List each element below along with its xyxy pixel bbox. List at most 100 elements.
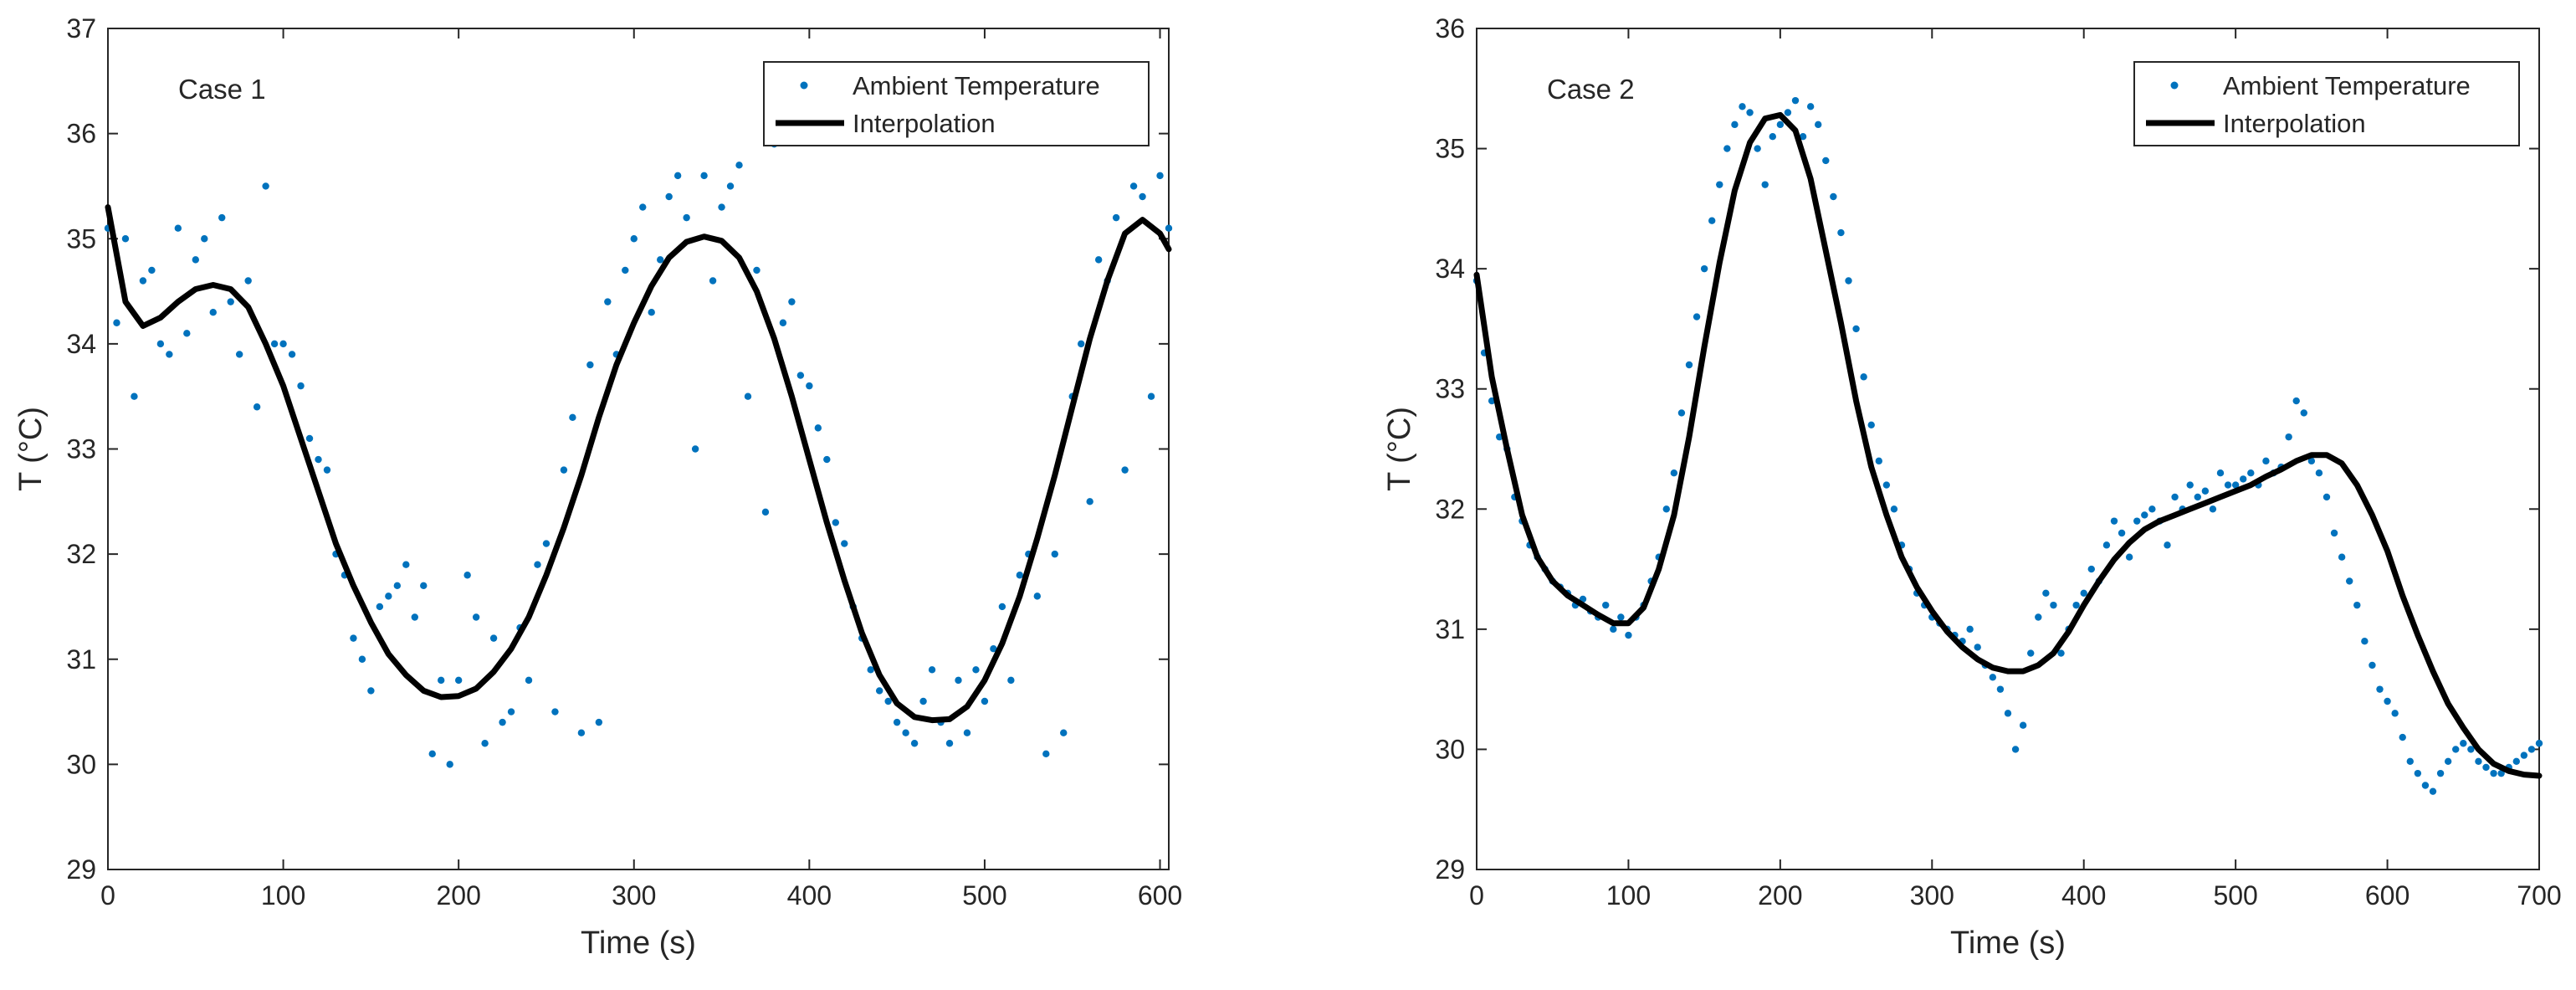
data-point <box>639 203 647 211</box>
x-tick-label: 400 <box>2061 880 2106 910</box>
data-point <box>1700 264 1708 273</box>
y-tick-label: 33 <box>66 434 96 464</box>
data-point <box>1007 676 1015 685</box>
plot-area <box>1476 28 2540 870</box>
data-point <box>1852 325 1860 333</box>
plot-area <box>107 28 1170 870</box>
data-point <box>884 697 892 705</box>
data-point <box>288 351 296 358</box>
data-point <box>761 508 770 516</box>
x-tick-label: 200 <box>1758 880 1802 910</box>
data-point <box>1112 213 1120 222</box>
data-point <box>1769 133 1776 141</box>
data-point <box>1662 505 1670 513</box>
data-point <box>955 676 962 685</box>
data-point <box>1708 217 1716 224</box>
data-point <box>2011 746 2020 753</box>
data-point <box>121 235 130 243</box>
data-point <box>832 519 839 526</box>
y-tick-label: 34 <box>1435 254 1465 284</box>
y-tick-label: 36 <box>66 119 96 149</box>
data-point <box>1806 103 1815 110</box>
data-point <box>1094 256 1103 264</box>
legend: Ambient Temperature Interpolation <box>763 61 1150 146</box>
data-point <box>534 561 541 568</box>
data-point <box>1875 457 1882 465</box>
legend-label-interpolation: Interpolation <box>853 109 996 138</box>
data-point <box>1016 572 1024 579</box>
data-point <box>2307 457 2316 465</box>
data-point <box>1693 313 1701 321</box>
data-point <box>454 676 463 685</box>
data-point <box>2346 577 2353 585</box>
data-point <box>2080 589 2087 597</box>
data-point <box>586 361 594 369</box>
data-point <box>244 277 252 285</box>
data-point <box>2414 769 2422 777</box>
y-tick-label: 30 <box>1435 734 1465 764</box>
data-point <box>919 697 927 705</box>
data-point <box>823 455 831 464</box>
x-axis-title: Time (s) <box>581 926 696 961</box>
data-point <box>2019 721 2027 729</box>
data-point <box>1060 729 1068 736</box>
data-point <box>604 298 612 305</box>
data-point <box>1147 392 1155 400</box>
data-point <box>2391 710 2399 717</box>
data-point <box>2322 493 2331 501</box>
x-tick-label: 700 <box>2517 880 2561 910</box>
data-point <box>2148 505 2156 513</box>
data-point <box>1610 625 1617 633</box>
data-point <box>2035 613 2042 621</box>
data-point <box>814 424 822 432</box>
data-point <box>1121 466 1129 474</box>
data-point <box>2421 782 2430 789</box>
data-point <box>183 330 191 337</box>
data-point <box>2482 763 2490 772</box>
data-point <box>2171 493 2179 501</box>
data-point <box>2164 541 2171 549</box>
data-point <box>2201 487 2210 495</box>
x-tick-label: 300 <box>612 880 656 910</box>
legend-label-interpolation: Interpolation <box>2223 109 2366 138</box>
data-point <box>385 592 392 600</box>
data-point <box>367 687 375 695</box>
data-point <box>788 298 796 305</box>
data-point <box>481 740 489 747</box>
data-point <box>315 455 322 464</box>
x-tick-label: 600 <box>1138 880 1182 910</box>
data-point <box>595 718 603 726</box>
data-point <box>209 308 217 316</box>
y-tick-label: 35 <box>1435 134 1465 164</box>
y-tick-label: 31 <box>66 644 96 675</box>
data-point <box>2527 746 2536 753</box>
data-point <box>227 298 234 305</box>
y-tick-label: 32 <box>66 539 96 569</box>
case-label: Case 2 <box>1547 74 1635 105</box>
data-point <box>411 613 418 621</box>
data-point <box>489 634 498 642</box>
data-point <box>472 613 480 621</box>
data-point <box>928 666 936 674</box>
data-point <box>2497 769 2505 777</box>
data-point <box>2216 469 2225 477</box>
data-point <box>806 382 813 390</box>
data-point <box>2050 601 2057 609</box>
data-point <box>235 351 243 358</box>
data-point <box>945 740 954 747</box>
data-point <box>1042 750 1050 758</box>
data-point <box>2300 409 2307 417</box>
data-point <box>1602 601 1610 609</box>
data-point <box>867 666 874 674</box>
data-point <box>673 172 682 180</box>
data-point <box>1867 421 1875 428</box>
data-point <box>2338 553 2346 561</box>
data-point <box>1625 631 1632 639</box>
data-point <box>2460 740 2467 747</box>
data-point <box>2141 511 2148 519</box>
data-point <box>2057 649 2065 657</box>
data-point <box>2475 757 2482 765</box>
data-point <box>569 413 576 422</box>
data-point <box>2490 769 2497 777</box>
y-tick-label: 29 <box>1435 854 1465 885</box>
